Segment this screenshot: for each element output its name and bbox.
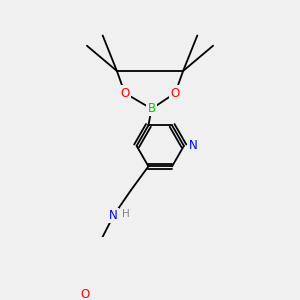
Text: O: O [81, 288, 90, 300]
Text: O: O [171, 86, 180, 100]
Text: B: B [148, 102, 156, 115]
Text: N: N [189, 140, 198, 152]
Text: H: H [122, 209, 130, 219]
Text: O: O [120, 86, 129, 100]
Text: N: N [110, 209, 118, 222]
